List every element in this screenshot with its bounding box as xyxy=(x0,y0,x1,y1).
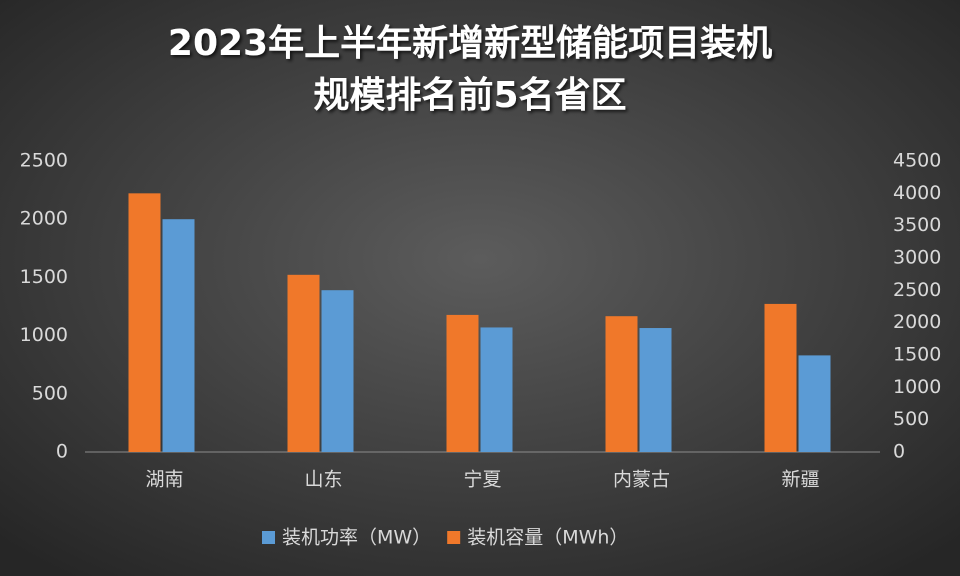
bar xyxy=(639,328,672,452)
bar xyxy=(162,219,195,452)
y2-tick-label: 3000 xyxy=(893,247,941,269)
y-tick-label: 1000 xyxy=(20,324,68,346)
x-tick-label: 湖南 xyxy=(145,469,183,491)
x-tick-label: 宁夏 xyxy=(463,469,501,491)
y2-tick-label: 4000 xyxy=(893,182,941,204)
y2-tick-label: 1000 xyxy=(893,376,941,398)
bar xyxy=(128,193,161,453)
y2-tick-label: 500 xyxy=(893,408,929,430)
y2-tick-label: 4500 xyxy=(893,150,941,172)
chart-title: 2023年上半年新增新型储能项目装机 xyxy=(168,23,772,64)
y-tick-label: 500 xyxy=(32,382,68,404)
x-tick-label: 新疆 xyxy=(781,469,819,491)
bar xyxy=(764,303,797,452)
bar xyxy=(480,327,513,452)
legend-label: 装机功率（MW） xyxy=(282,527,431,549)
y2-tick-label: 1500 xyxy=(893,344,941,366)
legend-swatch xyxy=(447,531,461,544)
y-tick-label: 1500 xyxy=(20,266,68,288)
y-tick-label: 0 xyxy=(56,441,68,463)
chart-title: 规模排名前5名省区 xyxy=(313,75,626,116)
legend-label: 装机容量（MWh） xyxy=(467,527,628,549)
bar xyxy=(446,314,479,452)
legend-swatch xyxy=(262,531,275,544)
bar xyxy=(321,290,354,452)
bar xyxy=(798,355,831,452)
bar xyxy=(605,316,638,452)
y2-tick-label: 3500 xyxy=(893,214,941,236)
y2-tick-label: 0 xyxy=(893,441,905,463)
y2-tick-label: 2000 xyxy=(893,311,941,333)
x-tick-label: 内蒙古 xyxy=(613,469,670,491)
bar xyxy=(287,274,320,452)
y-tick-label: 2500 xyxy=(20,150,68,172)
y-tick-label: 2000 xyxy=(20,208,68,230)
x-tick-label: 山东 xyxy=(304,469,342,491)
y2-tick-label: 2500 xyxy=(893,279,941,301)
